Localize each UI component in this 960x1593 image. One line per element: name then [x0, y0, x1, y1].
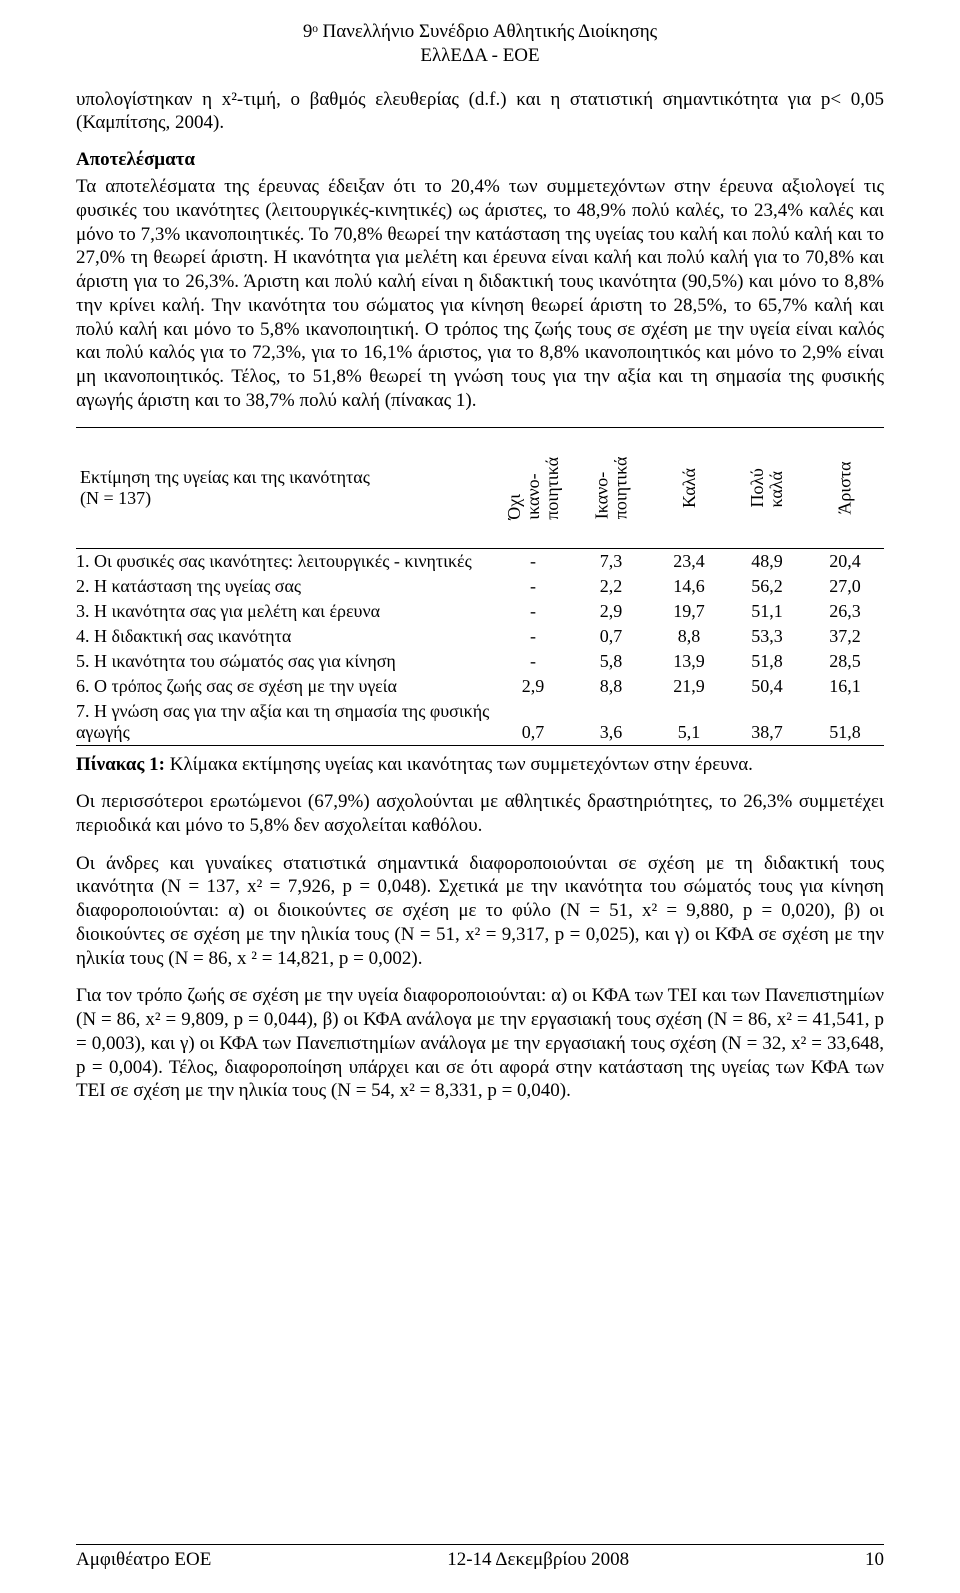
cell: -: [494, 599, 572, 624]
header-line-2: ΕλλΕΔΑ - ΕΟΕ: [76, 44, 884, 68]
table-row: 1. Οι φυσικές σας ικανότητες: λειτουργικ…: [76, 549, 884, 575]
col-satisfactory: Ικανο-ποιητικά: [572, 427, 650, 549]
cell: 7,3: [572, 549, 650, 575]
cell: 50,4: [728, 674, 806, 699]
table-row: 3. Η ικανότητα σας για μελέτη και έρευνα…: [76, 599, 884, 624]
col-very-good: Πολύκαλά: [728, 427, 806, 549]
col-not-satisfactory: Όχιικανο-ποιητικά: [494, 427, 572, 549]
cell: 37,2: [806, 624, 884, 649]
table-body: 1. Οι φυσικές σας ικανότητες: λειτουργικ…: [76, 549, 884, 746]
table-caption: Πίνακας 1: Κλίμακα εκτίμησης υγείας και …: [76, 754, 884, 776]
cell: 53,3: [728, 624, 806, 649]
cell: 19,7: [650, 599, 728, 624]
footer-left: Αμφιθέατρο ΕΟΕ: [76, 1549, 211, 1571]
cell: 5,1: [650, 699, 728, 746]
cell: 48,9: [728, 549, 806, 575]
table-row: 6. Ο τρόπος ζωής σας σε σχέση με την υγε…: [76, 674, 884, 699]
cell: 51,8: [728, 649, 806, 674]
caption-text: Κλίμακα εκτίμησης υγείας και ικανότητας …: [165, 754, 753, 775]
page: 9ᵒ Πανελλήνιο Συνέδριο Αθλητικής Διοίκησ…: [0, 0, 960, 1593]
cell: -: [494, 649, 572, 674]
cell: 51,1: [728, 599, 806, 624]
table-title-line2: (Ν = 137): [80, 488, 151, 508]
cell: 28,5: [806, 649, 884, 674]
row-label: 5. Η ικανότητα του σώματός σας για κίνησ…: [76, 649, 494, 674]
caption-label: Πίνακας 1:: [76, 754, 165, 775]
table-title-line1: Εκτίμηση της υγείας και της ικανότητας: [80, 467, 370, 487]
page-header: 9ᵒ Πανελλήνιο Συνέδριο Αθλητικής Διοίκησ…: [76, 20, 884, 68]
cell: -: [494, 549, 572, 575]
cell: 3,6: [572, 699, 650, 746]
cell: 38,7: [728, 699, 806, 746]
table-row: 7. Η γνώση σας για την αξία και τη σημασ…: [76, 699, 884, 746]
row-label: 3. Η ικανότητα σας για μελέτη και έρευνα: [76, 599, 494, 624]
table-row: 4. Η διδακτική σας ικανότητα - 0,7 8,8 5…: [76, 624, 884, 649]
cell: 0,7: [494, 699, 572, 746]
table-row: 5. Η ικανότητα του σώματός σας για κίνησ…: [76, 649, 884, 674]
cell: 20,4: [806, 549, 884, 575]
cell: 21,9: [650, 674, 728, 699]
cell: 26,3: [806, 599, 884, 624]
table-row: 2. Η κατάσταση της υγείας σας - 2,2 14,6…: [76, 574, 884, 599]
cell: 13,9: [650, 649, 728, 674]
cell: 23,4: [650, 549, 728, 575]
cell: 2,9: [572, 599, 650, 624]
cell: -: [494, 574, 572, 599]
assessment-table: Εκτίμηση της υγείας και της ικανότητας (…: [76, 427, 884, 747]
row-label: 1. Οι φυσικές σας ικανότητες: λειτουργικ…: [76, 549, 494, 575]
cell: 0,7: [572, 624, 650, 649]
table-header-title: Εκτίμηση της υγείας και της ικανότητας (…: [76, 427, 494, 549]
paragraph-intro: υπολογίστηκαν η x²-τιμή, ο βαθμός ελευθε…: [76, 88, 884, 136]
row-label: 2. Η κατάσταση της υγείας σας: [76, 574, 494, 599]
results-heading: Αποτελέσματα: [76, 149, 884, 171]
cell: 14,6: [650, 574, 728, 599]
cell: 51,8: [806, 699, 884, 746]
cell: 8,8: [572, 674, 650, 699]
cell: -: [494, 624, 572, 649]
footer-center: 12-14 Δεκεμβρίου 2008: [447, 1549, 629, 1571]
cell: 16,1: [806, 674, 884, 699]
row-label: 7. Η γνώση σας για την αξία και τη σημασ…: [76, 699, 494, 746]
header-line-1: 9ᵒ Πανελλήνιο Συνέδριο Αθλητικής Διοίκησ…: [76, 20, 884, 44]
paragraph-3: Οι περισσότεροι ερωτώμενοι (67,9%) ασχολ…: [76, 790, 884, 838]
paragraph-4: Οι άνδρες και γυναίκες στατιστικά σημαντ…: [76, 852, 884, 971]
cell: 5,8: [572, 649, 650, 674]
footer-page-number: 10: [865, 1549, 884, 1571]
cell: 2,9: [494, 674, 572, 699]
row-label: 4. Η διδακτική σας ικανότητα: [76, 624, 494, 649]
page-footer: Αμφιθέατρο ΕΟΕ 12-14 Δεκεμβρίου 2008 10: [76, 1544, 884, 1571]
paragraph-results: Τα αποτελέσματα της έρευνας έδειξαν ότι …: [76, 175, 884, 413]
cell: 56,2: [728, 574, 806, 599]
cell: 2,2: [572, 574, 650, 599]
cell: 8,8: [650, 624, 728, 649]
paragraph-5: Για τον τρόπο ζωής σε σχέση με την υγεία…: [76, 984, 884, 1103]
col-excellent: Άριστα: [806, 427, 884, 549]
col-good: Καλά: [650, 427, 728, 549]
row-label: 6. Ο τρόπος ζωής σας σε σχέση με την υγε…: [76, 674, 494, 699]
cell: 27,0: [806, 574, 884, 599]
